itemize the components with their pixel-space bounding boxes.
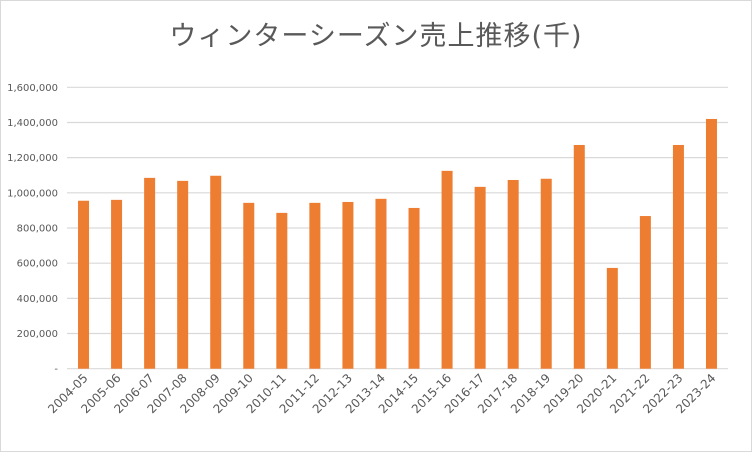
chart-title: ウィンターシーズン売上推移(千) [169,21,583,52]
bar [144,177,156,369]
bar [540,178,552,369]
bar [507,179,519,369]
y-tick-label: 1,200,000 [7,153,58,164]
bar [177,180,189,369]
bar [243,202,255,369]
bar [441,170,453,369]
bar [276,212,288,369]
y-tick-label: 200,000 [17,329,58,340]
bar [408,207,420,369]
bar [606,267,618,369]
bar [210,175,222,369]
bar [111,199,123,369]
y-tick-label: 1,000,000 [7,188,58,199]
bar [639,216,651,369]
bar [78,200,90,369]
y-tick-label: 600,000 [17,259,58,270]
bar [342,201,354,369]
bar [573,144,585,369]
y-tick-label: 400,000 [17,294,58,305]
y-tick-label: - [54,364,58,375]
y-tick-label: 1,400,000 [7,118,58,129]
y-tick-label: 800,000 [17,224,58,235]
bar [375,198,387,369]
bar [309,202,321,369]
bar [672,144,684,369]
y-tick-label: 1,600,000 [7,83,58,94]
bar [474,186,486,369]
bar [705,118,717,369]
